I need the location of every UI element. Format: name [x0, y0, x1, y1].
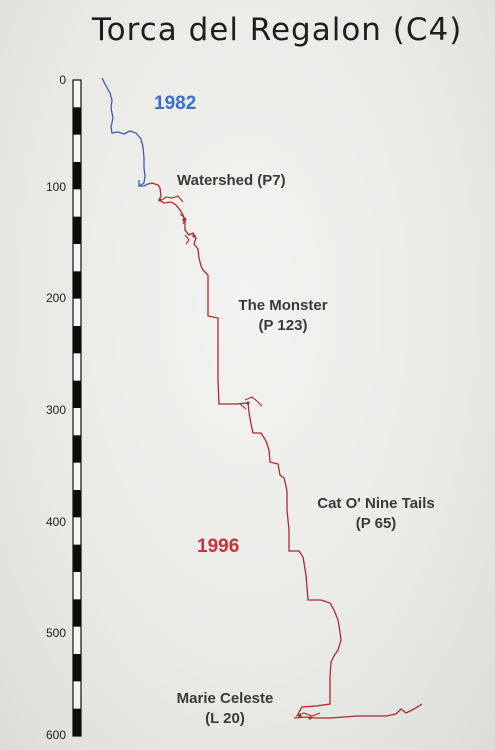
scale-segment: [73, 271, 81, 299]
scale-tick-300: 300: [45, 403, 66, 417]
scale-segment: [73, 216, 81, 244]
label-marie-celeste: Marie Celeste (L 20): [158, 689, 292, 729]
label-marie-celeste-pitch: (L 20): [205, 710, 245, 727]
passage-1982: [101, 77, 149, 188]
side-passages: [161, 195, 321, 717]
scale-segment: [73, 708, 81, 736]
scale-segment: [73, 162, 81, 190]
scale-segment: [73, 490, 81, 518]
scale-segment: [73, 326, 81, 354]
scale-segment: [73, 544, 81, 572]
era-label-1996: 1996: [197, 536, 240, 557]
scale-segment: [73, 107, 81, 135]
scale-segment: [73, 654, 81, 682]
label-watershed: Watershed (P7): [177, 172, 286, 189]
label-marie-celeste-name: Marie Celeste: [176, 690, 274, 707]
scale-tick-500: 500: [45, 626, 66, 640]
passage-1996: [147, 182, 342, 718]
label-the-monster-name: The Monster: [238, 297, 328, 314]
scale-tick-200: 200: [45, 291, 66, 305]
label-cat-o-nine-tails: Cat O' Nine Tails (P 65): [296, 494, 456, 534]
label-the-monster-pitch: (P 123): [258, 317, 308, 334]
scale-tick-0: 0: [59, 73, 66, 87]
scale-segment: [73, 599, 81, 627]
label-the-monster: The Monster (P 123): [222, 296, 344, 336]
era-label-1982: 1982: [154, 93, 197, 114]
passage-1996-bottom-extension: [293, 703, 423, 719]
diagram-title: Torca del Regalon (C4): [92, 12, 463, 48]
label-cat-o-nine-tails-pitch: (P 65): [355, 515, 397, 532]
label-cat-o-nine-tails-name: Cat O' Nine Tails: [317, 495, 435, 512]
scale-tick-400: 400: [45, 515, 66, 529]
scale-tick-600: 600: [45, 728, 66, 742]
scale-tick-100: 100: [45, 180, 66, 194]
scale-segment: [73, 435, 81, 463]
scale-segment: [73, 380, 81, 408]
survey-stations: [158, 198, 312, 720]
